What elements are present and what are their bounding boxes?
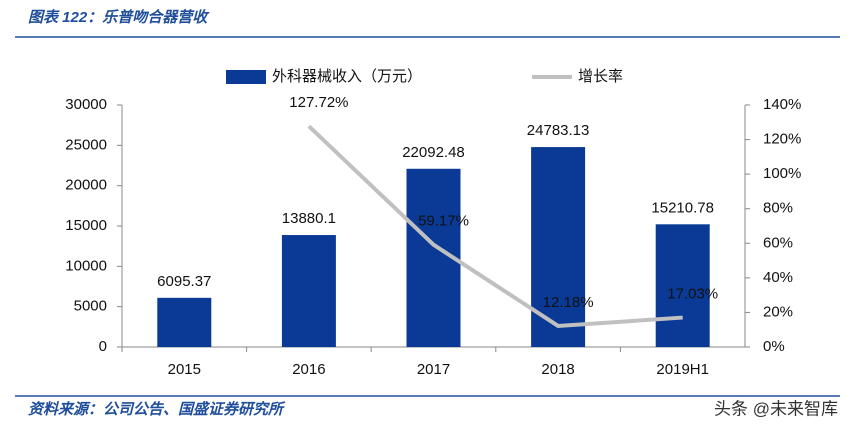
legend-swatch — [226, 70, 266, 84]
y2-tick-label: 60% — [763, 234, 793, 251]
page-title: 图表 122：乐普吻合器营收 — [28, 8, 210, 26]
bar-value-label: 22092.48 — [402, 144, 465, 161]
y-tick-label: 30000 — [65, 96, 107, 113]
y2-tick-label: 40% — [763, 269, 793, 286]
bar — [531, 147, 586, 347]
y-tick-label: 25000 — [65, 136, 107, 153]
x-tick-label: 2018 — [541, 361, 574, 378]
y-tick-label: 5000 — [74, 298, 107, 315]
growth-line — [307, 124, 683, 328]
line-value-label: 59.17% — [418, 213, 469, 230]
x-tick-label: 2016 — [292, 361, 325, 378]
line-value-label: 127.72% — [289, 94, 348, 111]
y-tick-label: 10000 — [65, 257, 107, 274]
line-value-label: 17.03% — [667, 286, 718, 303]
bar — [157, 297, 212, 347]
x-tick-label: 2017 — [417, 361, 450, 378]
bar-value-label: 6095.37 — [157, 273, 211, 290]
legend-label: 外科器械收入（万元） — [272, 68, 422, 85]
line-value-label: 12.18% — [543, 294, 594, 311]
y2-tick-label: 80% — [763, 200, 793, 217]
watermark: 头条 @未来智库 — [714, 399, 838, 418]
y-tick-label: 0 — [99, 338, 107, 355]
bar — [655, 224, 710, 347]
legend-label: 增长率 — [578, 68, 623, 85]
source-note: 资料来源：公司公告、国盛证券研究所 — [28, 400, 286, 418]
y2-tick-label: 120% — [763, 131, 801, 148]
x-tick-label: 2019H1 — [656, 361, 709, 378]
bar-value-label: 24783.13 — [527, 122, 590, 139]
y2-tick-label: 0% — [763, 338, 785, 355]
bar — [281, 235, 336, 347]
y-tick-label: 15000 — [65, 217, 107, 234]
bar-value-label: 15210.78 — [651, 199, 714, 216]
x-tick-label: 2015 — [168, 361, 201, 378]
y2-tick-label: 100% — [763, 165, 801, 182]
y2-tick-label: 20% — [763, 303, 793, 320]
y2-tick-label: 140% — [763, 96, 801, 113]
bar-value-label: 13880.1 — [282, 210, 336, 227]
y-tick-label: 20000 — [65, 177, 107, 194]
